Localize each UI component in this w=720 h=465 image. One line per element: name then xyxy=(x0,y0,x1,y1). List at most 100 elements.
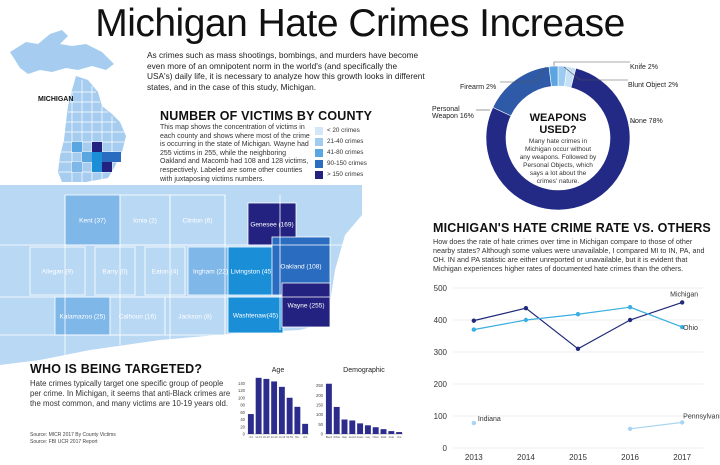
data-point-michigan xyxy=(627,317,633,323)
bar xyxy=(247,414,254,434)
county-label: Calhoun (16) xyxy=(119,314,157,321)
y-tick-label: 20 xyxy=(240,424,245,429)
y-tick-label: 200 xyxy=(434,380,448,389)
bar xyxy=(325,383,332,434)
series-line-michigan xyxy=(473,301,683,350)
county-label: Ingham (22) xyxy=(193,269,228,276)
label-firearm: Firearm 2% xyxy=(460,84,497,91)
county-label: Kalamazoo (25) xyxy=(60,314,106,321)
state-label: MICHIGAN xyxy=(38,96,74,103)
donut-slice-none xyxy=(485,67,631,211)
bar xyxy=(302,423,309,434)
county-label: Ionia (2) xyxy=(133,218,157,225)
x-tick-label: Gay xyxy=(366,435,371,439)
y-tick-label: 120 xyxy=(238,388,246,393)
x-tick-label: 10-19 xyxy=(255,435,262,439)
y-tick-label: 50 xyxy=(318,422,323,427)
data-point-pennsylvania xyxy=(627,426,633,431)
data-point-ohio xyxy=(471,327,477,332)
data-point-ohio xyxy=(575,312,581,317)
county-map: Kent (37) Ionia (2) Clinton (6) Genesee (16… xyxy=(0,185,362,365)
y-tick-label: 300 xyxy=(434,348,448,357)
bar-chart-title: Age xyxy=(272,367,285,374)
page-title: Michigan Hate Crimes Increase xyxy=(95,2,625,45)
bar xyxy=(388,431,395,434)
rate-heading: MICHIGAN'S HATE CRIME RATE VS. OTHERS xyxy=(433,221,711,235)
label-knife: Knife 2% xyxy=(630,64,659,71)
county-label: Allegan (9) xyxy=(42,269,73,276)
targeted-heading: WHO IS BEING TARGETED? xyxy=(30,362,203,376)
county-heading: NUMBER OF VICTIMS BY COUNTY xyxy=(160,109,373,123)
x-tick-label: 2016 xyxy=(621,453,639,462)
x-tick-label: 2017 xyxy=(673,453,691,462)
legend-item: 90-150 crimes xyxy=(315,158,367,169)
y-tick-label: 500 xyxy=(434,284,448,293)
x-tick-label: Unk xyxy=(397,435,402,439)
donut-slice-personal-weapon xyxy=(492,66,552,117)
y-tick-label: 140 xyxy=(238,381,246,386)
series-line-ohio xyxy=(473,306,683,331)
legend-item: 21-40 crimes xyxy=(315,136,367,147)
county-label: Barry (0) xyxy=(102,269,127,276)
x-tick-label: <10 xyxy=(249,435,254,439)
donut-center: WEAPONS USED? Many hate crimes in Michig… xyxy=(519,112,597,186)
x-tick-label: Arab xyxy=(389,435,395,439)
bar xyxy=(255,377,262,434)
county-2 xyxy=(169,194,226,246)
x-tick-label: Jewish xyxy=(348,435,356,439)
rate-text: How does the rate of hate crimes over ti… xyxy=(433,237,705,273)
michigan-state-map xyxy=(10,30,126,182)
x-tick-label: Unk xyxy=(303,435,308,439)
y-tick-label: 400 xyxy=(434,316,448,325)
bar xyxy=(341,419,348,434)
county-label: Washtenaw(45) xyxy=(233,313,278,320)
x-tick-label: White xyxy=(333,435,340,439)
source-note-2: Source: FBI UCR 2017 Report xyxy=(30,439,98,445)
bar xyxy=(333,406,340,434)
donut-slice-firearm xyxy=(548,65,559,87)
x-tick-label: 2014 xyxy=(517,453,535,462)
y-tick-label: 80 xyxy=(240,403,245,408)
y-tick-label: 200 xyxy=(316,393,324,398)
x-tick-label: 40-49 xyxy=(279,435,286,439)
data-point-michigan xyxy=(679,300,685,305)
series-label-indiana: Indiana xyxy=(478,416,501,423)
bar xyxy=(271,381,278,434)
bar xyxy=(349,420,356,434)
county-13 xyxy=(227,296,284,334)
data-point-michigan xyxy=(471,318,477,323)
x-tick-label: 20-29 xyxy=(263,435,270,439)
county-8 xyxy=(227,246,277,296)
x-tick-label: Other xyxy=(372,435,379,439)
x-tick-label: 2013 xyxy=(465,453,483,462)
y-tick-label: 100 xyxy=(238,395,246,400)
county-1 xyxy=(119,194,171,246)
county-0 xyxy=(64,194,121,246)
data-point-michigan xyxy=(523,305,529,311)
data-point-michigan xyxy=(575,346,581,351)
y-tick-label: 100 xyxy=(316,412,324,417)
x-tick-label: 30-39 xyxy=(271,435,278,439)
bar xyxy=(380,429,387,434)
legend-item: < 20 crimes xyxy=(315,125,367,136)
data-point-pennsylvania xyxy=(679,420,685,425)
series-line-pennsylvania xyxy=(630,421,683,430)
x-tick-label: Black xyxy=(326,435,333,439)
county-label: Jackson (8) xyxy=(178,314,212,321)
bar xyxy=(364,425,371,434)
data-point-ohio xyxy=(523,317,529,323)
bar xyxy=(286,397,293,434)
county-label: Genesee (169) xyxy=(250,222,293,229)
county-label: Kent (37) xyxy=(79,218,106,225)
source-note-1: Source: MICR 2017 By County Victims xyxy=(30,432,116,438)
y-tick-label: 60 xyxy=(240,410,245,415)
y-tick-label: 150 xyxy=(316,403,324,408)
label-personal: Personal Weapon 16% xyxy=(432,106,474,120)
label-none: None 78% xyxy=(630,118,663,125)
demographic-bar-chart: Demographic 0 50 100 150 200 250 Black White Hisp… xyxy=(316,367,403,439)
legend-item: 41-80 crimes xyxy=(315,147,367,158)
bar xyxy=(357,423,364,434)
county-5 xyxy=(94,246,136,296)
x-tick-label: 2015 xyxy=(569,453,587,462)
county-label: Wayne (255) xyxy=(288,303,325,310)
